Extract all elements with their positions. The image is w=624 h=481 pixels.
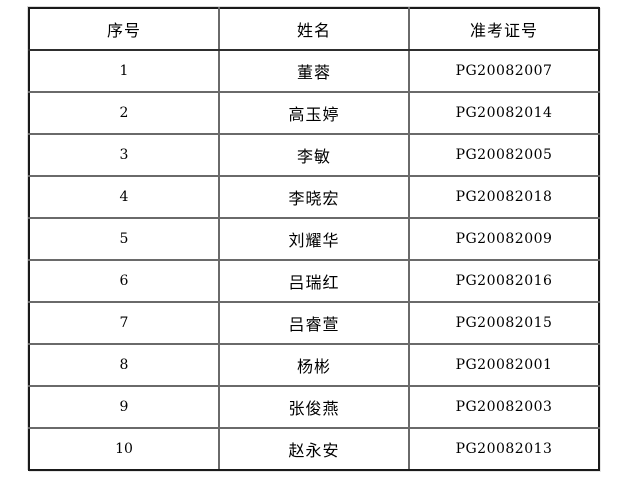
cell-serial: 5 <box>28 217 220 261</box>
cell-ticket: PG20082013 <box>408 427 600 471</box>
cell-name: 李晓宏 <box>218 175 410 219</box>
cell-serial: 10 <box>28 427 220 471</box>
cell-name: 高玉婷 <box>218 91 410 135</box>
cell-name: 杨彬 <box>218 343 410 387</box>
table-row: 5 刘耀华 PG20082009 <box>28 217 600 261</box>
cell-ticket: PG20082015 <box>408 301 600 345</box>
cell-ticket: PG20082007 <box>408 49 600 93</box>
cell-name: 张俊燕 <box>218 385 410 429</box>
cell-ticket: PG20082016 <box>408 259 600 303</box>
table-row: 10 赵永安 PG20082013 <box>28 427 600 471</box>
admission-ticket-table: 序号 姓名 准考证号 1 董蓉 PG20082007 2 高玉婷 PG20082… <box>28 7 600 471</box>
column-header-ticket: 准考证号 <box>408 7 600 51</box>
cell-name: 刘耀华 <box>218 217 410 261</box>
cell-serial: 2 <box>28 91 220 135</box>
table-row: 6 吕瑞红 PG20082016 <box>28 259 600 303</box>
cell-ticket: PG20082009 <box>408 217 600 261</box>
table-row: 3 李敏 PG20082005 <box>28 133 600 177</box>
cell-serial: 8 <box>28 343 220 387</box>
cell-serial: 4 <box>28 175 220 219</box>
column-header-name: 姓名 <box>218 7 410 51</box>
cell-ticket: PG20082001 <box>408 343 600 387</box>
cell-name: 李敏 <box>218 133 410 177</box>
cell-ticket: PG20082005 <box>408 133 600 177</box>
table-row: 9 张俊燕 PG20082003 <box>28 385 600 429</box>
cell-serial: 3 <box>28 133 220 177</box>
cell-ticket: PG20082018 <box>408 175 600 219</box>
cell-name: 吕睿萱 <box>218 301 410 345</box>
cell-serial: 7 <box>28 301 220 345</box>
cell-ticket: PG20082003 <box>408 385 600 429</box>
cell-serial: 9 <box>28 385 220 429</box>
cell-serial: 1 <box>28 49 220 93</box>
table-row: 2 高玉婷 PG20082014 <box>28 91 600 135</box>
cell-name: 吕瑞红 <box>218 259 410 303</box>
table-row: 7 吕睿萱 PG20082015 <box>28 301 600 345</box>
cell-serial: 6 <box>28 259 220 303</box>
cell-name: 董蓉 <box>218 49 410 93</box>
table-row: 8 杨彬 PG20082001 <box>28 343 600 387</box>
table-header-row: 序号 姓名 准考证号 <box>28 7 600 51</box>
column-header-serial: 序号 <box>28 7 220 51</box>
table-row: 4 李晓宏 PG20082018 <box>28 175 600 219</box>
table-row: 1 董蓉 PG20082007 <box>28 49 600 93</box>
cell-name: 赵永安 <box>218 427 410 471</box>
cell-ticket: PG20082014 <box>408 91 600 135</box>
